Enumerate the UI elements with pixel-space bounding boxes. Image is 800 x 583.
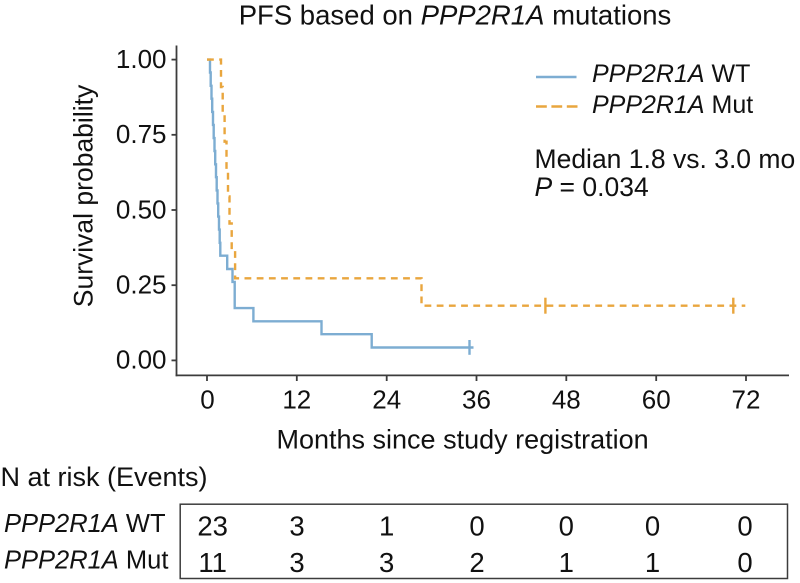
svg-text:0.00: 0.00 [116, 345, 167, 375]
svg-text:72: 72 [732, 385, 761, 415]
svg-text:1: 1 [379, 510, 394, 541]
svg-text:Median 1.8 vs. 3.0 mo: Median 1.8 vs. 3.0 mo [535, 144, 796, 174]
svg-text:Months since study registratio: Months since study registration [277, 425, 649, 455]
svg-text:1: 1 [559, 547, 574, 578]
svg-text:24: 24 [372, 385, 401, 415]
svg-text:0: 0 [200, 385, 214, 415]
svg-text:3: 3 [289, 547, 304, 578]
svg-text:36: 36 [462, 385, 491, 415]
svg-text:48: 48 [552, 385, 581, 415]
svg-text:0: 0 [469, 510, 484, 541]
svg-text:PPP2R1A WT: PPP2R1A WT [592, 60, 750, 88]
svg-text:1: 1 [645, 547, 660, 578]
svg-text:3: 3 [289, 510, 304, 541]
svg-text:0: 0 [737, 510, 752, 541]
svg-text:PFS based on PPP2R1A mutations: PFS based on PPP2R1A mutations [239, 0, 672, 31]
svg-text:PPP2R1A Mut: PPP2R1A Mut [592, 91, 753, 119]
svg-text:0.75: 0.75 [116, 119, 167, 149]
svg-text:P = 0.034: P = 0.034 [535, 172, 649, 202]
svg-text:2: 2 [469, 547, 484, 578]
svg-text:Survival probability: Survival probability [69, 84, 99, 307]
svg-text:PPP2R1A WT: PPP2R1A WT [4, 510, 166, 538]
svg-text:0: 0 [737, 547, 752, 578]
svg-text:23: 23 [197, 510, 228, 541]
svg-text:0.50: 0.50 [116, 194, 167, 224]
svg-text:PPP2R1A Mut: PPP2R1A Mut [4, 547, 168, 575]
svg-text:11: 11 [198, 547, 227, 578]
svg-text:1.00: 1.00 [116, 44, 167, 74]
svg-text:0: 0 [645, 510, 660, 541]
svg-text:12: 12 [282, 385, 311, 415]
svg-text:3: 3 [379, 547, 394, 578]
svg-text:0.25: 0.25 [116, 270, 167, 300]
svg-text:0: 0 [559, 510, 574, 541]
svg-text:N at risk (Events): N at risk (Events) [1, 462, 208, 492]
svg-text:60: 60 [642, 385, 671, 415]
